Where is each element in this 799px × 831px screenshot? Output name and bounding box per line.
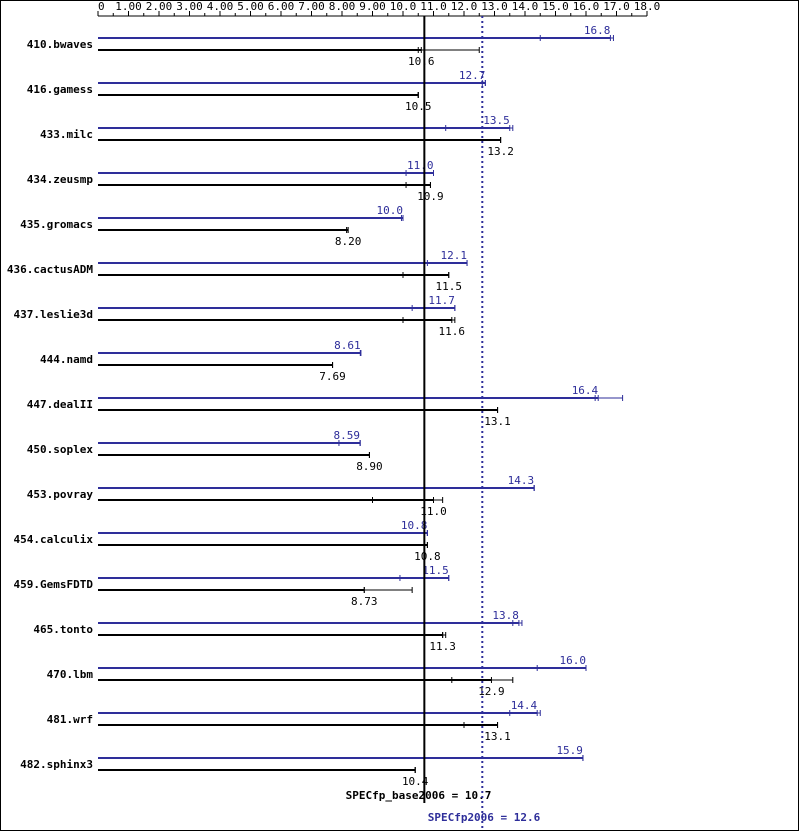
bars: 410.bwaves16.810.6416.gamess12.710.5433.… [7, 24, 624, 788]
benchmark-row: 459.GemsFDTD 11.5 8.73 [14, 564, 450, 608]
x-tick-label: 4.00 [207, 0, 234, 13]
benchmark-row: 436.cactusADM 12.1 11.5 [7, 249, 468, 293]
base-value-label: 10.8 [414, 550, 441, 563]
benchmark-row: 434.zeusmp 11.0 10.9 [27, 159, 444, 203]
benchmark-row: 454.calculix 10.8 10.8 [14, 519, 441, 563]
benchmark-row: 453.povray 14.3 11.0 [27, 474, 535, 518]
benchmark-row: 447.dealII 16.4 13.1 [27, 384, 624, 428]
benchmark-row: 437.leslie3d 11.7 11.6 [14, 294, 466, 338]
x-tick-label: 11.0 [420, 0, 447, 13]
base-value-label: 8.20 [335, 235, 362, 248]
x-tick-label: 8.00 [329, 0, 356, 13]
benchmark-name: 481.wrf [47, 713, 93, 726]
x-tick-label: 2.00 [146, 0, 173, 13]
summary-base-label: SPECfp_base2006 = 10.7 [346, 789, 492, 802]
x-tick-label: 16.0 [573, 0, 600, 13]
x-tick-label: 9.00 [359, 0, 386, 13]
x-tick-label: 10.0 [390, 0, 417, 13]
x-tick-label: 13.0 [481, 0, 508, 13]
base-value-label: 10.4 [402, 775, 429, 788]
base-value-label: 11.5 [436, 280, 463, 293]
peak-value-label: 14.3 [508, 474, 535, 487]
summary: SPECfp_base2006 = 10.7 SPECfp2006 = 12.6 [346, 16, 541, 831]
x-tick-label: 17.0 [603, 0, 630, 13]
peak-value-label: 8.61 [334, 339, 361, 352]
x-tick-label: 6.00 [268, 0, 295, 13]
benchmark-name: 435.gromacs [20, 218, 93, 231]
benchmark-name: 410.bwaves [27, 38, 93, 51]
benchmark-name: 454.calculix [14, 533, 94, 546]
summary-peak-label: SPECfp2006 = 12.6 [428, 811, 541, 824]
peak-value-label: 11.7 [428, 294, 455, 307]
benchmark-name: 453.povray [27, 488, 94, 501]
benchmark-name: 470.lbm [47, 668, 94, 681]
base-value-label: 13.1 [484, 415, 511, 428]
peak-value-label: 16.8 [584, 24, 611, 37]
peak-value-label: 11.0 [407, 159, 434, 172]
base-value-label: 10.6 [408, 55, 435, 68]
base-value-label: 8.73 [351, 595, 378, 608]
benchmark-name: 433.milc [40, 128, 93, 141]
benchmark-row: 450.soplex 8.59 8.90 [27, 429, 383, 473]
x-axis: 0 1.00 2.00 3.00 4.00 5.00 6.00 7.00 8.00 9.00 10.… [97, 0, 661, 17]
x-tick-label: 14.0 [512, 0, 539, 13]
benchmark-name: 482.sphinx3 [20, 758, 93, 771]
x-tick-label: 3.00 [176, 0, 203, 13]
x-tick-label: 5.00 [237, 0, 264, 13]
base-value-label: 13.1 [484, 730, 511, 743]
benchmark-name: 447.dealII [27, 398, 93, 411]
benchmark-name: 434.zeusmp [27, 173, 94, 186]
benchmark-name: 444.namd [40, 353, 93, 366]
benchmark-name: 465.tonto [33, 623, 93, 636]
x-tick-label: 0 [98, 0, 105, 13]
peak-value-label: 15.9 [556, 744, 583, 757]
benchmark-name: 416.gamess [27, 83, 93, 96]
benchmark-row: 435.gromacs 10.0 8.20 [20, 204, 404, 248]
x-tick-label: 12.0 [451, 0, 478, 13]
base-value-label: 11.0 [420, 505, 447, 518]
base-value-label: 8.90 [356, 460, 383, 473]
x-tick-label: 15.0 [542, 0, 569, 13]
base-value-label: 13.2 [487, 145, 514, 158]
peak-value-label: 13.5 [483, 114, 510, 127]
benchmark-row: 481.wrf 14.4 13.1 [47, 699, 541, 743]
x-tick-label: 7.00 [298, 0, 325, 13]
benchmark-row: 482.sphinx3 15.9 10.4 [20, 744, 584, 788]
base-value-label: 10.5 [405, 100, 432, 113]
peak-value-label: 10.0 [377, 204, 404, 217]
peak-value-label: 12.7 [459, 69, 486, 82]
peak-value-label: 16.0 [560, 654, 587, 667]
benchmark-name: 459.GemsFDTD [14, 578, 94, 591]
benchmark-name: 437.leslie3d [14, 308, 93, 321]
peak-value-label: 13.8 [492, 609, 519, 622]
base-value-label: 12.9 [478, 685, 505, 698]
base-value-label: 7.69 [319, 370, 346, 383]
base-value-label: 11.3 [429, 640, 456, 653]
x-tick-label: 18.0 [634, 0, 661, 13]
benchmark-row: 410.bwaves 16.8 10.6 [27, 24, 614, 68]
peak-value-label: 10.8 [401, 519, 428, 532]
peak-value-label: 12.1 [441, 249, 468, 262]
peak-value-label: 8.59 [333, 429, 360, 442]
base-value-label: 10.9 [417, 190, 444, 203]
benchmark-name: 450.soplex [27, 443, 94, 456]
benchmark-row: 465.tonto 13.8 11.3 [33, 609, 523, 653]
benchmark-name: 436.cactusADM [7, 263, 93, 276]
base-value-label: 11.6 [439, 325, 466, 338]
peak-value-label: 14.4 [511, 699, 538, 712]
peak-value-label: 11.5 [422, 564, 449, 577]
x-tick-label: 1.00 [115, 0, 142, 13]
peak-value-label: 16.4 [572, 384, 599, 397]
benchmark-row: 470.lbm 16.0 12.9 [47, 654, 587, 698]
benchmark-row: 444.namd 8.61 7.69 [40, 339, 362, 383]
benchmark-row: 433.milc 13.5 13.2 [40, 114, 514, 158]
